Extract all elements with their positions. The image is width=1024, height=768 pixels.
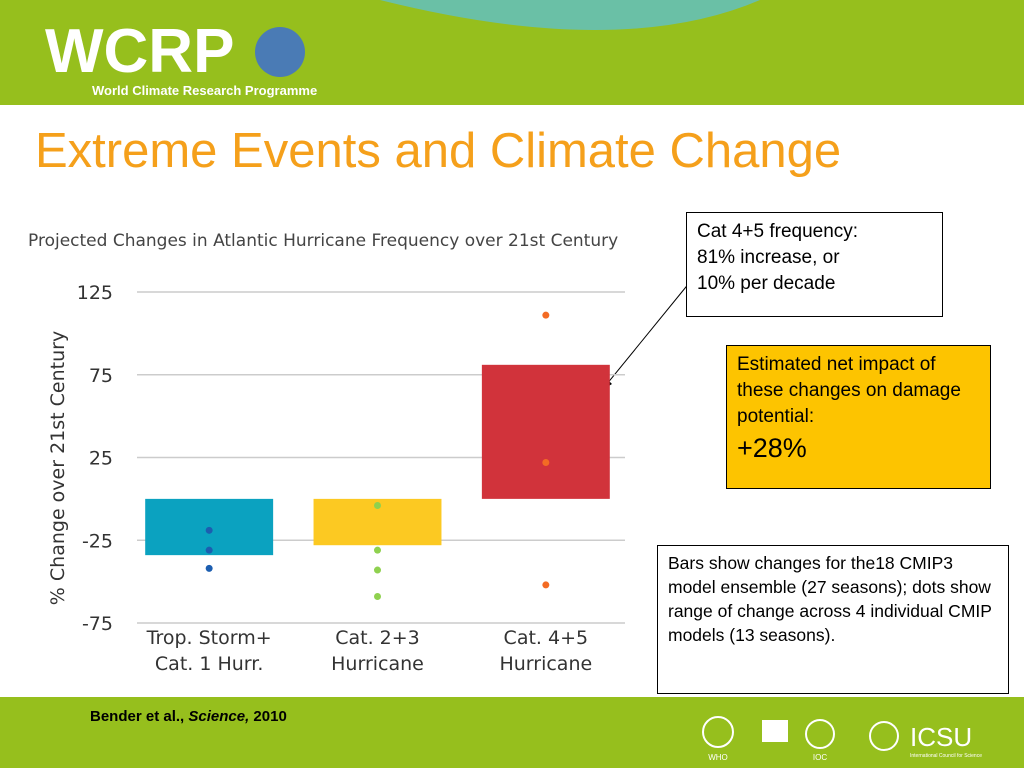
dot bbox=[542, 311, 550, 319]
y-tick-label: 125 bbox=[77, 282, 113, 304]
y-tick-label: 75 bbox=[89, 365, 113, 387]
footer-logo: WHO bbox=[708, 753, 728, 762]
note-box: Bars show changes for the18 CMIP3 model … bbox=[657, 545, 1009, 694]
y-tick-label: -75 bbox=[82, 613, 113, 635]
x-tick-label: Cat. 2+3 Hurricane bbox=[331, 627, 424, 675]
note-box: Cat 4+5 frequency: 81% increase, or 10% … bbox=[686, 212, 943, 317]
logo-text: WCRP bbox=[45, 17, 234, 86]
org-name: World Climate Research Programme bbox=[92, 83, 317, 98]
footer-band bbox=[0, 697, 1024, 768]
dot bbox=[542, 581, 550, 589]
x-tick-label: Trop. Storm+ Cat. 1 Hurr. bbox=[146, 627, 272, 675]
citation-year: 2010 bbox=[253, 708, 287, 725]
ioc-logo bbox=[805, 719, 835, 749]
y-axis-label: % Change over 21st Century bbox=[47, 331, 69, 605]
dot bbox=[374, 566, 381, 574]
dot bbox=[374, 593, 381, 601]
arrow bbox=[601, 281, 691, 391]
footer-logo: ICSU bbox=[910, 722, 972, 752]
footer-logo: IOC bbox=[813, 753, 827, 762]
note-value: +28% bbox=[737, 433, 807, 464]
icsu-logo bbox=[869, 721, 899, 751]
who-logo bbox=[702, 716, 734, 748]
header-swoosh bbox=[380, 0, 760, 30]
dot bbox=[205, 546, 213, 554]
dot bbox=[542, 458, 550, 466]
citation-authors: Bender et al., bbox=[90, 708, 185, 725]
dot bbox=[374, 546, 381, 554]
dot bbox=[205, 564, 213, 572]
note-box: Estimated net impact of these changes on… bbox=[726, 345, 991, 489]
unesco-logo bbox=[762, 720, 788, 742]
dot bbox=[374, 501, 381, 509]
y-tick-label: 25 bbox=[89, 448, 113, 470]
citation: Bender et al., Science, 2010 bbox=[90, 708, 287, 725]
footer-subtitle: International Council for Science bbox=[910, 753, 982, 759]
x-tick-label: Cat. 4+5 Hurricane bbox=[499, 627, 593, 675]
citation-journal: Science, bbox=[188, 708, 250, 725]
note-text: Estimated net impact of these changes on… bbox=[737, 354, 961, 428]
chart-title: Projected Changes in Atlantic Hurricane … bbox=[28, 231, 618, 251]
bar bbox=[481, 364, 610, 499]
y-tick-label: -25 bbox=[82, 530, 113, 552]
slide-title: Extreme Events and Climate Change bbox=[35, 124, 841, 178]
globe bbox=[255, 27, 305, 77]
dot bbox=[205, 526, 213, 534]
